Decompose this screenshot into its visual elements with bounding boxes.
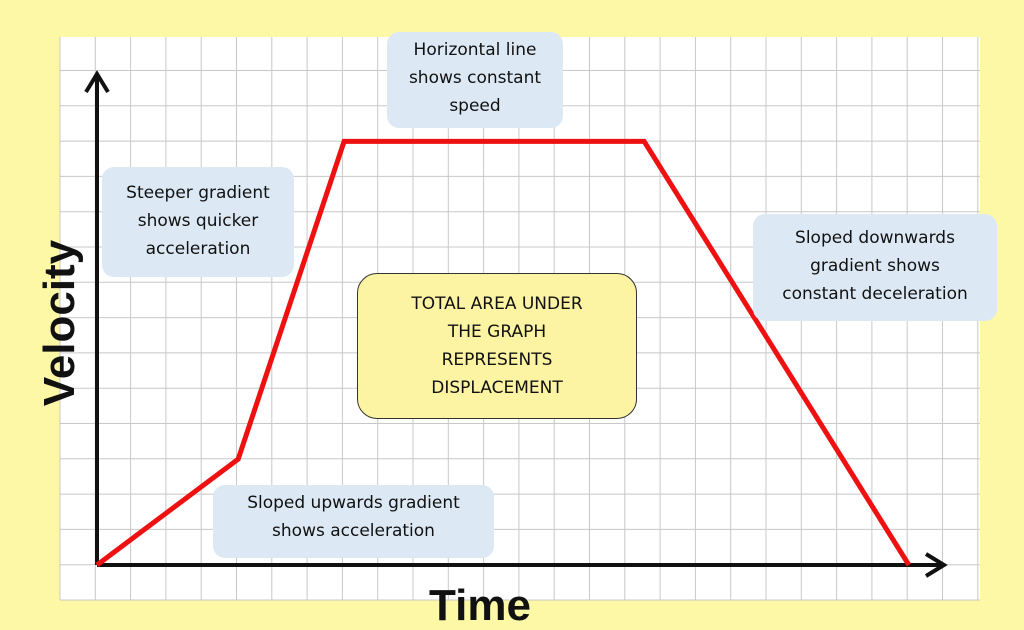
y-axis-arrow (84, 70, 110, 94)
x-axis-arrow (924, 552, 948, 578)
x-axis-label: Time (429, 581, 531, 630)
callout-steeper-gradient: Steeper gradient shows quicker accelerat… (102, 167, 294, 277)
callout-sloped-downwards: Sloped downwards gradient shows constant… (753, 214, 997, 321)
axes (84, 70, 948, 578)
velocity-series-line (95, 138, 912, 568)
callout-constant-speed: Horizontal line shows constant speed (387, 32, 563, 128)
y-axis-label: Velocity (35, 239, 84, 407)
callout-sloped-upwards: Sloped upwards gradient shows accelerati… (213, 485, 494, 558)
velocity-line (95, 138, 912, 568)
total-area-note: TOTAL AREA UNDER THE GRAPH REPRESENTS DI… (357, 273, 637, 419)
